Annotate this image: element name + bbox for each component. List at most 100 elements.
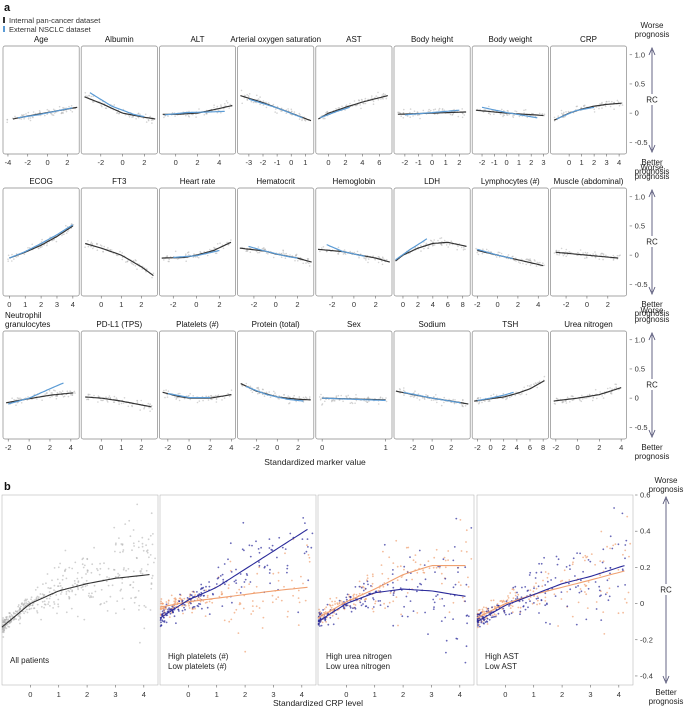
- data-point: [49, 396, 51, 399]
- data-point: [168, 258, 170, 261]
- panel-tsh: TSH-2 0 2 4 6 8: [471, 320, 549, 452]
- data-point: [225, 100, 228, 102]
- data-point: [247, 95, 250, 97]
- data-point: [477, 624, 479, 627]
- data-point: [510, 604, 512, 607]
- data-point: [151, 408, 153, 410]
- data-point: [112, 252, 115, 255]
- panel-protein-total-: Protein (total)-2 0 2: [237, 320, 315, 452]
- data-point: [178, 597, 181, 600]
- data-point: [257, 98, 260, 100]
- data-point: [188, 602, 190, 605]
- data-point: [344, 253, 347, 255]
- data-point: [96, 569, 99, 572]
- data-point: [277, 596, 280, 599]
- data-point: [412, 559, 415, 562]
- panel-albumin: Albumin-2 0 2: [80, 35, 158, 167]
- data-point: [581, 394, 583, 397]
- data-point: [132, 570, 135, 573]
- data-point: [258, 389, 261, 391]
- data-point: [295, 253, 298, 256]
- data-point: [625, 539, 628, 542]
- data-point: [140, 399, 142, 402]
- data-point: [509, 396, 511, 399]
- data-point: [99, 244, 102, 246]
- data-point: [517, 593, 520, 596]
- data-point: [115, 612, 117, 615]
- data-point: [604, 593, 607, 596]
- data-point: [206, 601, 208, 604]
- data-point: [120, 588, 123, 591]
- data-point: [54, 390, 56, 392]
- data-point: [140, 568, 143, 570]
- data-point: [402, 111, 405, 114]
- data-point: [624, 549, 627, 552]
- data-point: [240, 89, 243, 92]
- legend-label-1: External NSCLC dataset: [9, 25, 92, 34]
- data-point: [249, 555, 252, 558]
- data-point: [562, 400, 565, 403]
- data-point: [216, 577, 219, 580]
- data-point: [451, 113, 454, 116]
- data-point: [599, 103, 601, 105]
- panel-title: Albumin: [105, 35, 134, 44]
- data-point: [358, 580, 361, 583]
- data-point: [49, 595, 52, 598]
- data-point: [3, 621, 6, 624]
- data-point: [56, 578, 59, 581]
- data-point: [440, 572, 443, 575]
- data-point: [299, 114, 301, 116]
- data-point: [15, 618, 17, 620]
- data-point: [366, 577, 369, 579]
- x-tick-label: 2: [502, 443, 506, 452]
- data-point: [609, 105, 612, 108]
- data-point: [542, 262, 544, 265]
- data-point: [206, 596, 209, 599]
- data-point: [519, 606, 522, 609]
- data-point: [174, 396, 176, 398]
- data-point: [368, 400, 370, 402]
- data-point: [465, 583, 468, 586]
- panel-arterial-oxygen-saturation: Arterial oxygen saturation-3 -2 -1 0 1: [230, 35, 321, 167]
- data-point: [488, 105, 490, 108]
- data-point: [271, 594, 274, 597]
- data-point: [555, 555, 558, 558]
- x-tick-label: -2: [24, 158, 31, 167]
- panel-title: Body weight: [489, 35, 533, 44]
- data-point: [242, 521, 245, 524]
- data-point: [493, 615, 496, 618]
- data-point: [427, 247, 429, 249]
- data-point: [251, 544, 253, 547]
- data-point: [403, 394, 405, 396]
- x-tick-label: -2: [5, 443, 12, 452]
- data-point: [353, 251, 356, 254]
- data-point: [48, 389, 51, 392]
- data-point: [121, 597, 124, 600]
- data-point: [117, 575, 120, 578]
- data-point: [304, 396, 307, 398]
- data-point: [379, 396, 382, 399]
- data-point: [405, 579, 408, 581]
- data-point: [413, 110, 416, 112]
- data-point: [511, 255, 513, 258]
- data-point: [65, 224, 67, 227]
- data-point: [21, 114, 23, 116]
- data-point: [141, 268, 143, 270]
- data-point: [164, 608, 167, 611]
- data-point: [206, 594, 209, 597]
- data-point: [246, 93, 248, 96]
- data-point: [208, 581, 211, 583]
- data-point: [195, 116, 197, 118]
- data-point: [457, 566, 459, 569]
- data-point: [560, 247, 563, 250]
- data-point: [349, 250, 352, 253]
- data-point: [15, 253, 18, 255]
- data-point: [80, 586, 83, 589]
- data-point: [396, 565, 399, 568]
- data-point: [36, 398, 38, 400]
- data-point: [308, 265, 311, 267]
- data-point: [493, 605, 496, 608]
- panel-frame: [550, 45, 627, 155]
- panel-title: Heart rate: [180, 177, 216, 186]
- data-point: [571, 395, 574, 397]
